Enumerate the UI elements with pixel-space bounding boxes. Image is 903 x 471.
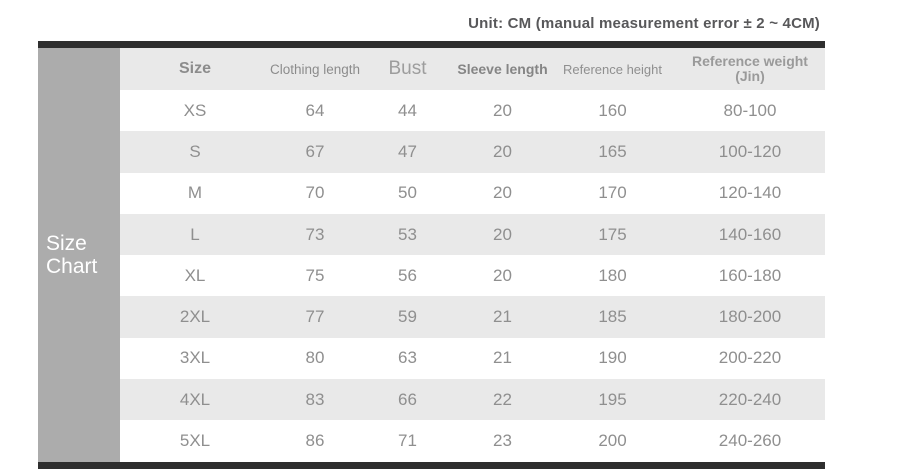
cell-bust: 56 [398, 265, 417, 285]
table-row-m: M 70 50 20 170 120-140 [120, 172, 825, 214]
cell-clothing-length: 80 [305, 348, 325, 368]
cell-clothing-length: 75 [305, 265, 325, 285]
table-row-5xl: 5XL 86 71 23 200 240-260 [120, 420, 825, 462]
table-row-2xl: 2XL 77 59 21 185 180-200 [120, 296, 825, 338]
cell-reference-weight: 200-220 [718, 348, 782, 368]
cell-clothing-length: 77 [305, 307, 325, 327]
cell-bust: 50 [398, 183, 417, 203]
cell-reference-weight: 180-200 [718, 307, 782, 327]
table-row-xl: XL 75 56 20 180 160-180 [120, 255, 825, 297]
cell-clothing-length: 86 [305, 431, 325, 451]
cell-clothing-length: 67 [305, 141, 325, 161]
cell-size: S [189, 141, 201, 161]
col-header-reference-weight: Reference weight (Jin) [675, 48, 825, 90]
cell-size: 3XL [179, 348, 211, 368]
reference-weight-label: Reference weight [692, 53, 808, 69]
col-header-sleeve-length: Sleeve length [457, 61, 548, 77]
cell-bust: 66 [398, 389, 417, 409]
cell-sleeve-length: 20 [493, 183, 512, 203]
cell-reference-height: 175 [598, 224, 627, 244]
cell-size: L [190, 224, 200, 244]
cell-sleeve-length: 21 [493, 348, 512, 368]
cell-sleeve-length: 20 [493, 100, 512, 120]
cell-sleeve-length: 20 [493, 224, 512, 244]
table-row-4xl: 4XL 83 66 22 195 220-240 [120, 379, 825, 421]
cell-reference-weight: 140-160 [718, 224, 782, 244]
col-header-clothing-length: Clothing length [270, 61, 360, 77]
cell-size: XL [184, 265, 206, 285]
side-label-line2: Chart [46, 254, 98, 278]
cell-reference-weight: 240-260 [718, 431, 782, 451]
cell-size: 2XL [179, 307, 211, 327]
header-row: Size Clothing length Bust Sleeve length … [120, 48, 825, 90]
cell-reference-weight: 220-240 [718, 389, 782, 409]
cell-reference-weight: 80-100 [723, 100, 777, 120]
cell-clothing-length: 83 [305, 389, 325, 409]
col-header-reference-height: Reference height [562, 61, 662, 77]
cell-reference-height: 200 [598, 431, 627, 451]
table-row-xs: XS 64 44 20 160 80-100 [120, 90, 825, 132]
cell-sleeve-length: 23 [493, 431, 512, 451]
col-header-size: Size [178, 60, 211, 77]
col-header-bust: Bust [388, 58, 427, 79]
cell-reference-height: 180 [598, 265, 627, 285]
cell-clothing-length: 73 [305, 224, 325, 244]
cell-bust: 71 [398, 431, 417, 451]
cell-reference-height: 195 [598, 389, 627, 409]
cell-reference-weight: 100-120 [718, 141, 782, 161]
cell-sleeve-length: 20 [493, 265, 512, 285]
size-chart-side-label: Size Chart [38, 48, 120, 462]
cell-reference-height: 165 [598, 141, 627, 161]
cell-size: 5XL [179, 431, 211, 451]
cell-size: M [187, 183, 203, 203]
side-label-line1: Size [46, 231, 87, 255]
cell-bust: 53 [398, 224, 417, 244]
cell-bust: 63 [398, 348, 417, 368]
cell-clothing-length: 64 [305, 100, 325, 120]
cell-reference-height: 170 [598, 183, 627, 203]
cell-sleeve-length: 22 [493, 389, 512, 409]
size-table: Size Clothing length Bust Sleeve length … [120, 48, 825, 462]
cell-reference-height: 190 [598, 348, 627, 368]
cell-sleeve-length: 21 [493, 307, 512, 327]
cell-bust: 59 [398, 307, 417, 327]
cell-sleeve-length: 20 [493, 141, 512, 161]
cell-reference-weight: 120-140 [718, 183, 782, 203]
table-row-s: S 67 47 20 165 100-120 [120, 131, 825, 173]
cell-size: XS [183, 100, 207, 120]
reference-weight-unit: (Jin) [735, 68, 765, 84]
cell-clothing-length: 70 [305, 183, 325, 203]
cell-bust: 44 [398, 100, 417, 120]
unit-note: Unit: CM (manual measurement error ± 2 ~… [468, 15, 820, 32]
table-row-3xl: 3XL 80 63 21 190 200-220 [120, 337, 825, 380]
cell-reference-weight: 160-180 [718, 265, 782, 285]
cell-bust: 47 [398, 141, 417, 161]
cell-reference-height: 160 [598, 100, 627, 120]
cell-size: 4XL [179, 389, 211, 409]
table-row-l: L 73 53 20 175 140-160 [120, 213, 825, 256]
size-chart: Size Chart Size Clothing length Bust Sle… [38, 41, 825, 469]
cell-reference-height: 185 [598, 307, 627, 327]
